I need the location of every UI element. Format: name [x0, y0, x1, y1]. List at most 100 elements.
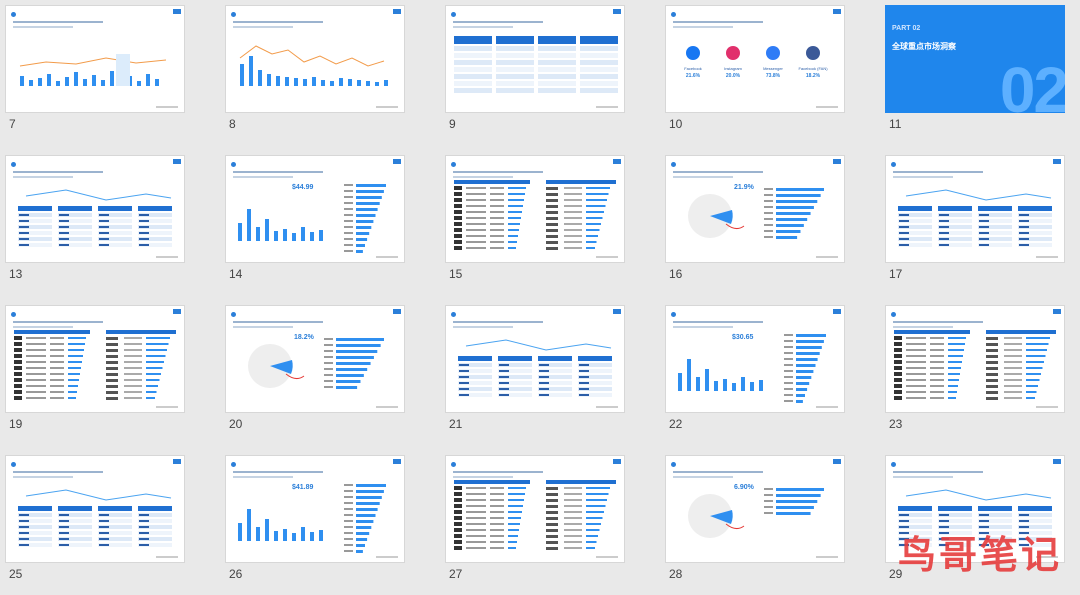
- slide-preview[interactable]: [445, 5, 625, 113]
- brand-logo: [546, 511, 558, 514]
- table-row: [538, 375, 572, 379]
- slide-preview[interactable]: Facebook 21.6% Instagram 20.0% Messenger 73.8…: [665, 5, 845, 113]
- average-price: $44.99: [292, 184, 314, 191]
- table-cell: [564, 199, 582, 201]
- bar: [796, 358, 818, 361]
- bar: [146, 355, 166, 357]
- slide-thumbnail[interactable]: 6.90% 28: [665, 450, 848, 595]
- table-cell: [539, 364, 549, 366]
- slide-heading-line: [233, 471, 323, 473]
- bar: [796, 382, 810, 385]
- slide-number: 14: [229, 267, 243, 281]
- slide-preview[interactable]: [445, 455, 625, 563]
- table-row: [898, 525, 932, 529]
- slide-preview[interactable]: $30.65: [665, 305, 845, 413]
- slide-thumbnail[interactable]: 9: [445, 0, 628, 145]
- slide-preview[interactable]: [5, 155, 185, 263]
- table-row: [538, 74, 576, 79]
- bar-label: [764, 188, 773, 190]
- bar-label: [344, 220, 353, 222]
- slide-thumbnail[interactable]: 18.2% 20: [225, 300, 408, 445]
- table-cell: [466, 547, 486, 549]
- bar: [776, 200, 818, 203]
- slide-thumbnail[interactable]: Facebook 21.6% Instagram 20.0% Messenger 73.8…: [665, 0, 848, 145]
- bar-label: [324, 350, 333, 352]
- slide-graphic: [454, 480, 616, 550]
- table-header: [580, 36, 618, 44]
- slide-thumbnail[interactable]: $44.99 14: [225, 150, 408, 295]
- table-row: [138, 225, 172, 229]
- bar: [508, 517, 521, 519]
- bar: [65, 77, 69, 86]
- slide-thumbnail[interactable]: $41.89 26: [225, 450, 408, 595]
- slide-thumbnail[interactable]: 23: [885, 300, 1068, 445]
- slide-heading-line: [453, 326, 513, 328]
- slide-preview[interactable]: $44.99: [225, 155, 405, 263]
- table-cell: [906, 343, 926, 345]
- table-cell: [26, 337, 46, 339]
- slide-preview[interactable]: 21.9%: [665, 155, 845, 263]
- slide-preview[interactable]: [885, 305, 1065, 413]
- slide-preview[interactable]: [5, 305, 185, 413]
- table-cell: [579, 394, 589, 396]
- slide-heading-line: [233, 176, 293, 178]
- slide-preview[interactable]: $41.89: [225, 455, 405, 563]
- slide-preview[interactable]: 6.90%: [665, 455, 845, 563]
- slide-heading-line: [233, 26, 293, 28]
- table-row: [496, 60, 534, 65]
- table-header: [496, 36, 534, 44]
- slide-preview[interactable]: [885, 155, 1065, 263]
- table-cell: [564, 505, 582, 507]
- bar: [796, 370, 814, 373]
- bar: [356, 190, 384, 193]
- brand-logo: [546, 241, 558, 244]
- table-header: [538, 36, 576, 44]
- slide-thumbnail[interactable]: 25: [5, 450, 188, 595]
- bar-label: [784, 382, 793, 384]
- slide-preview[interactable]: 18.2%: [225, 305, 405, 413]
- slide-thumbnail[interactable]: 15: [445, 150, 628, 295]
- table-cell: [99, 238, 109, 240]
- slide-preview[interactable]: [5, 5, 185, 113]
- slide-heading-line: [13, 326, 73, 328]
- slide-footer: [156, 406, 178, 408]
- table-cell: [19, 532, 29, 534]
- table-cell: [459, 364, 469, 366]
- slide-thumbnail[interactable]: 17: [885, 150, 1068, 295]
- brand-logo: [986, 361, 998, 364]
- slide-preview[interactable]: [445, 155, 625, 263]
- slide-thumbnail[interactable]: 7: [5, 0, 188, 145]
- slide-footer: [376, 256, 398, 258]
- table-row: [580, 67, 618, 72]
- table-row: [1018, 513, 1052, 517]
- slide-thumbnail[interactable]: 13: [5, 150, 188, 295]
- slide-preview[interactable]: [225, 5, 405, 113]
- brand-logo: [454, 528, 462, 532]
- table-cell: [899, 538, 909, 540]
- table-cell: [1019, 544, 1029, 546]
- slide-preview[interactable]: [885, 455, 1065, 563]
- table-row: [98, 531, 132, 535]
- table-row: [938, 537, 972, 541]
- slide-thumbnail[interactable]: 21.9% 16: [665, 150, 848, 295]
- slide-thumbnail[interactable]: PART 02 全球重点市场洞察 02 11: [885, 0, 1068, 145]
- slide-preview[interactable]: [5, 455, 185, 563]
- slide-thumbnail[interactable]: 8: [225, 0, 408, 145]
- slide-thumbnail[interactable]: $30.65 22: [665, 300, 848, 445]
- table-cell: [564, 511, 582, 513]
- table-cell: [490, 493, 504, 495]
- table-header: [538, 356, 572, 361]
- table-row: [18, 513, 52, 517]
- slide-thumbnail[interactable]: 27: [445, 450, 628, 595]
- table-cell: [139, 238, 149, 240]
- slide-thumbnail[interactable]: 21: [445, 300, 628, 445]
- table-row: [938, 243, 972, 247]
- slide-thumbnail[interactable]: 29: [885, 450, 1068, 595]
- slide-thumbnail[interactable]: 19: [5, 300, 188, 445]
- bar: [68, 397, 76, 399]
- slide-preview[interactable]: [445, 305, 625, 413]
- table-cell: [26, 391, 46, 393]
- table-cell: [50, 379, 64, 381]
- table-cell: [50, 391, 64, 393]
- slide-preview[interactable]: PART 02 全球重点市场洞察 02: [885, 5, 1065, 113]
